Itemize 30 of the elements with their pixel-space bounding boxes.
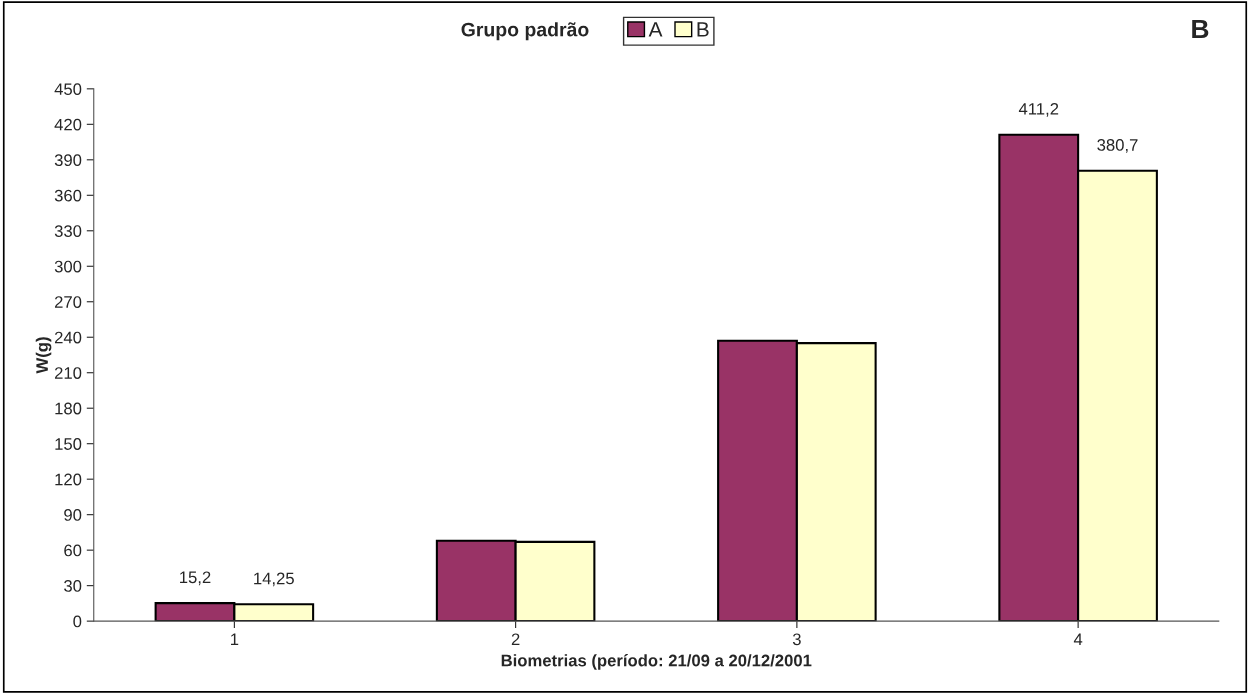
chart-title: Grupo padrão — [461, 22, 589, 41]
y-tick-label: 240 — [54, 331, 82, 344]
y-tick-label: 210 — [54, 367, 82, 379]
y-axis-title: W(g) — [35, 337, 52, 374]
y-tick-label: 90 — [64, 509, 82, 521]
x-axis-title: Biometrias (período: 21/09 a 20/12/2001 — [501, 654, 812, 670]
y-tick-label: 180 — [55, 402, 82, 415]
legend-label: A — [648, 22, 663, 37]
y-tick-label: 150 — [55, 438, 82, 450]
data-label: 15,2 — [180, 571, 211, 586]
y-tick-label: 270 — [54, 296, 82, 308]
legend-label: B — [697, 22, 709, 37]
x-tick-label: 3 — [792, 633, 801, 646]
y-tick-label: 360 — [54, 189, 82, 202]
y-tick-label: 330 — [54, 225, 82, 237]
x-tick-label: 4 — [1073, 633, 1083, 646]
y-tick-label: 300 — [54, 260, 82, 273]
y-tick-label: 120 — [55, 473, 82, 486]
text: B — [1192, 19, 1209, 39]
data-label: 14,25 — [254, 572, 294, 587]
y-tick-label: 0 — [73, 615, 82, 628]
x-tick-label: 1 — [231, 633, 239, 646]
data-label: 380,7 — [1097, 139, 1138, 153]
y-tick-label: 420 — [54, 118, 82, 131]
x-tick-label: 2 — [511, 633, 520, 646]
data-label: 411,2 — [1018, 102, 1059, 117]
y-tick-label: 450 — [54, 83, 82, 96]
y-tick-label: 390 — [54, 154, 82, 167]
y-tick-label: 30 — [64, 580, 82, 592]
y-tick-label: 60 — [64, 544, 82, 557]
